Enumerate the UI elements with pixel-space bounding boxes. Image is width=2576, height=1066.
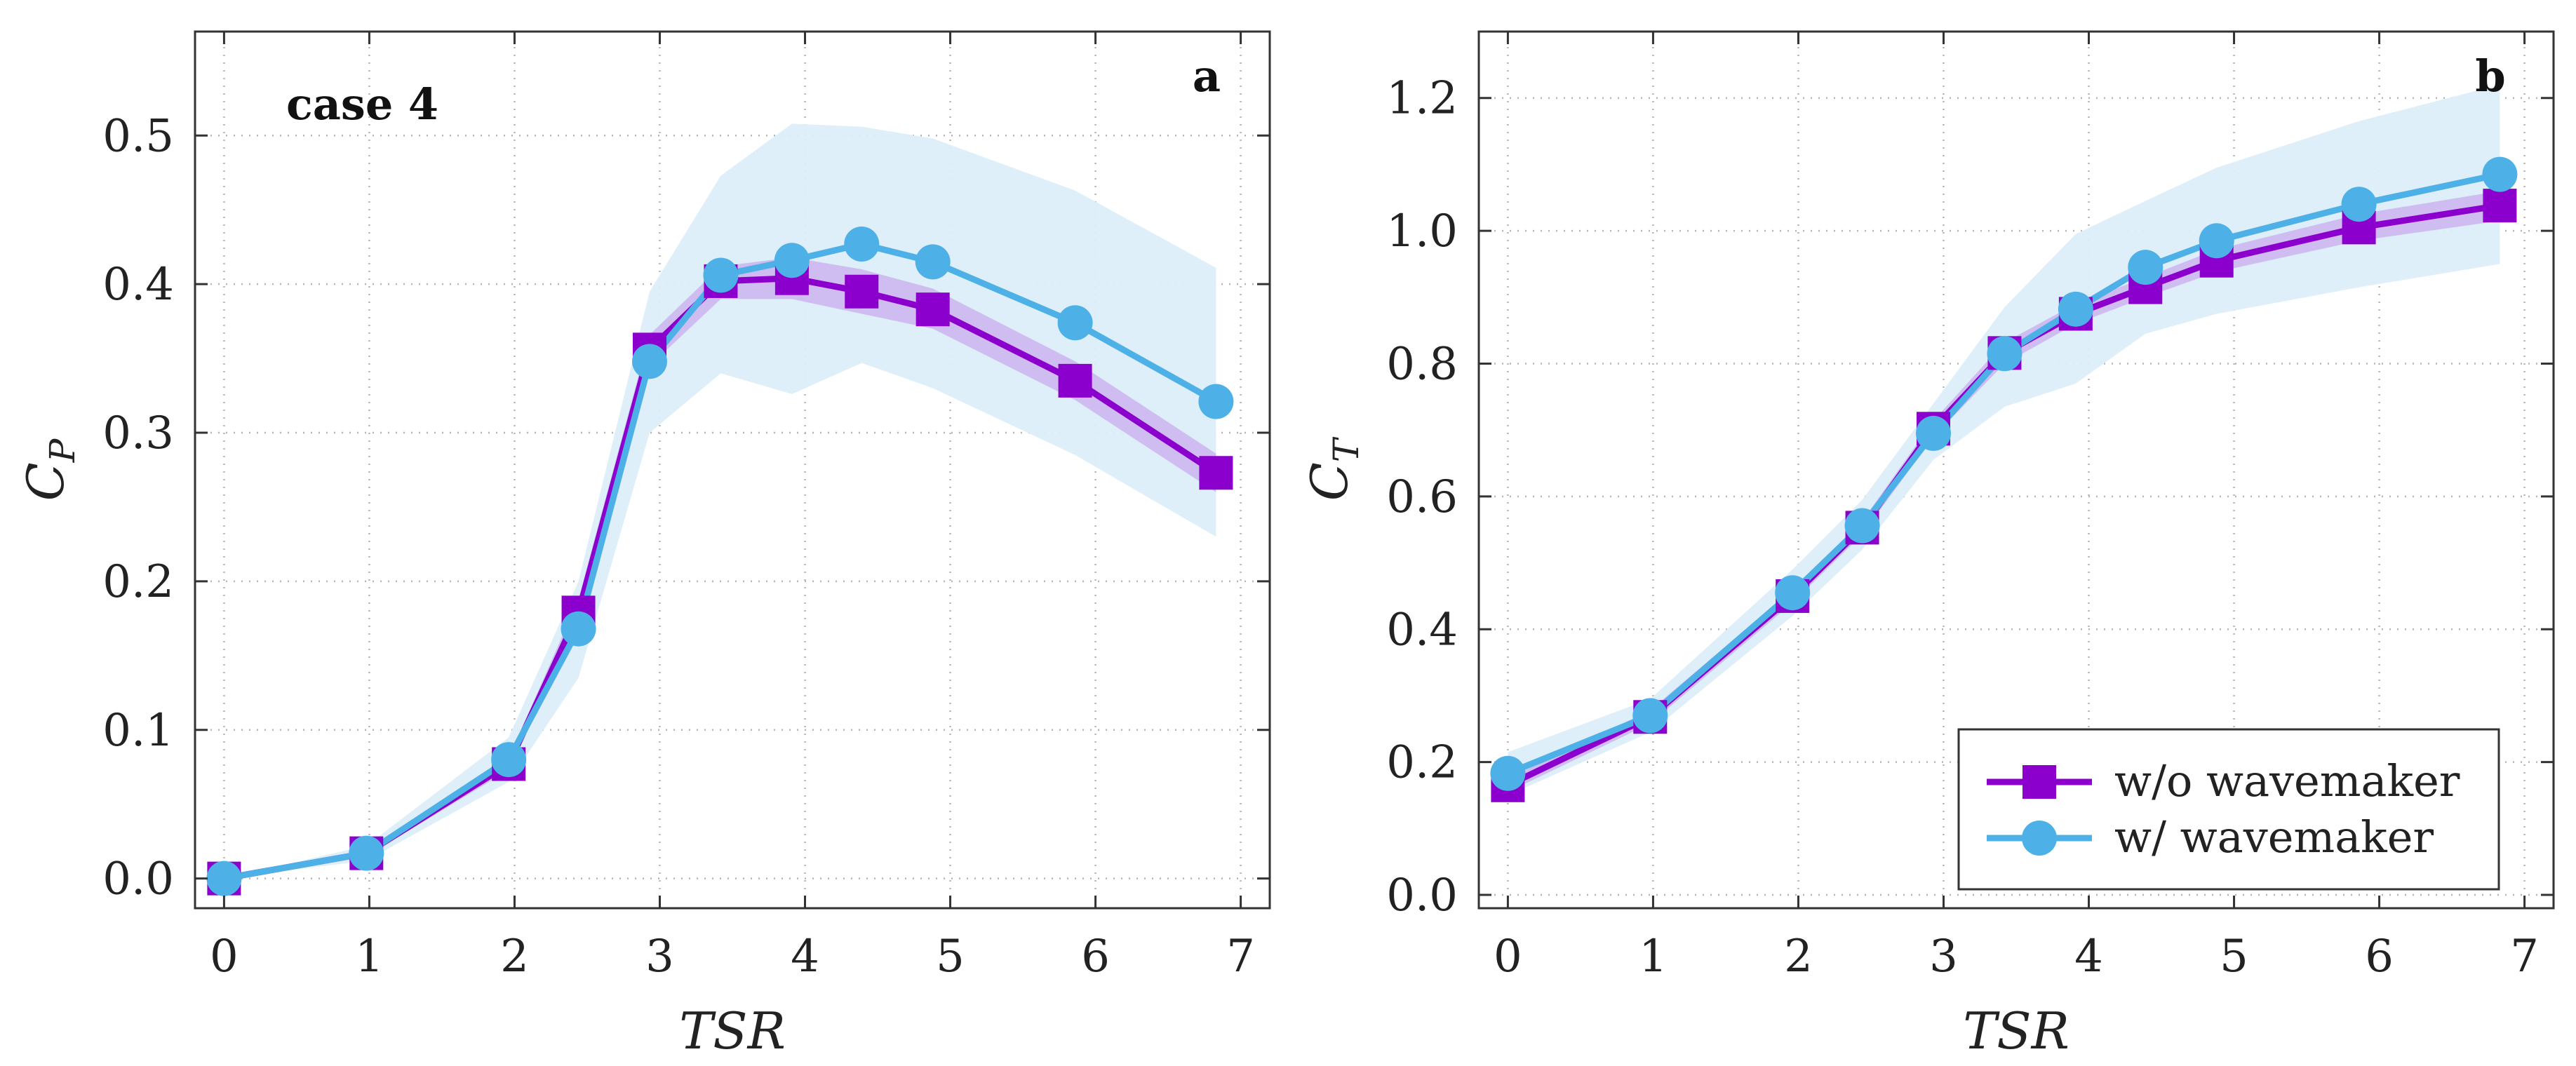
x-tick-label: 5 — [2220, 931, 2248, 983]
marker-circle-w-wavemaker — [631, 344, 667, 379]
panel-letter: a — [1193, 50, 1221, 102]
y-tick-label: 0.1 — [102, 705, 174, 757]
marker-circle-w-wavemaker — [1198, 384, 1234, 419]
y-axis-label-main: C — [1300, 462, 1359, 501]
marker-circle-w-wavemaker — [491, 742, 527, 778]
x-tick-label: 7 — [2510, 931, 2539, 983]
marker-square-wo-wavemaker — [1199, 456, 1233, 490]
y-tick-label: 0.5 — [102, 110, 174, 162]
marker-circle-w-wavemaker — [1775, 575, 1811, 611]
y-tick-label: 0.2 — [102, 556, 174, 608]
x-tick-label: 7 — [1226, 931, 1255, 983]
y-tick-label: 0.2 — [1386, 737, 1458, 789]
x-tick-label: 0 — [1494, 931, 1522, 983]
marker-circle-w-wavemaker — [349, 835, 384, 871]
legend-box — [1957, 728, 2500, 891]
x-tick-label: 6 — [1081, 931, 1110, 983]
marker-circle-w-wavemaker — [774, 243, 810, 278]
marker-circle-w-wavemaker — [2482, 156, 2518, 192]
marker-circle-w-wavemaker — [1490, 755, 1526, 791]
x-tick-label: 3 — [1929, 931, 1958, 983]
y-axis-label-subscript: P — [42, 438, 83, 463]
marker-circle-w-wavemaker — [2128, 250, 2164, 285]
band-w-wavemaker — [224, 123, 1216, 879]
y-tick-label: 0.0 — [102, 854, 174, 905]
y-tick-label: 1.2 — [1386, 73, 1458, 125]
x-axis-label: TSR — [679, 1001, 786, 1060]
y-axis-label: CT — [1300, 436, 1367, 501]
marker-square-wo-wavemaker — [915, 292, 950, 327]
case-annotation: case 4 — [286, 79, 438, 130]
y-tick-label: 0.3 — [102, 407, 174, 459]
panel-letter: b — [2475, 50, 2505, 102]
marker-circle-w-wavemaker — [1632, 698, 1668, 734]
x-tick-label: 2 — [500, 931, 529, 983]
y-tick-label: 0.6 — [1386, 471, 1458, 523]
marker-circle-w-wavemaker — [915, 244, 951, 280]
x-tick-label: 3 — [645, 931, 674, 983]
y-tick-label: 0.4 — [102, 259, 174, 311]
axes-frame — [1477, 30, 2555, 910]
x-axis-label: TSR — [1963, 1001, 2069, 1060]
marker-square-wo-wavemaker — [845, 274, 879, 309]
x-tick-label: 6 — [2365, 931, 2394, 983]
y-tick-label: 0.4 — [1386, 604, 1458, 656]
marker-circle-w-wavemaker — [1057, 305, 1093, 341]
marker-circle-w-wavemaker — [206, 861, 242, 896]
y-tick-label: 0.0 — [1386, 870, 1458, 922]
legend-marker-square — [2022, 765, 2056, 799]
marker-circle-w-wavemaker — [1987, 336, 2022, 372]
x-tick-label: 0 — [210, 931, 239, 983]
y-tick-label: 0.8 — [1386, 338, 1458, 390]
x-tick-label: 5 — [936, 931, 965, 983]
y-axis-label: CP — [16, 438, 83, 501]
y-axis-label-subscript: T — [1326, 436, 1367, 462]
marker-circle-w-wavemaker — [844, 226, 880, 262]
marker-circle-w-wavemaker — [2058, 291, 2093, 327]
marker-circle-w-wavemaker — [1915, 415, 1951, 451]
marker-circle-w-wavemaker — [703, 257, 739, 293]
x-tick-label: 2 — [1784, 931, 1813, 983]
x-tick-label: 1 — [355, 931, 384, 983]
marker-square-wo-wavemaker — [2483, 189, 2517, 223]
marker-circle-w-wavemaker — [1844, 508, 1880, 544]
x-tick-label: 1 — [1639, 931, 1668, 983]
marker-circle-w-wavemaker — [2199, 223, 2234, 259]
x-tick-label: 4 — [2074, 931, 2103, 983]
y-axis-label-main: C — [16, 462, 75, 501]
legend-label: w/o wavemaker — [2114, 755, 2460, 807]
x-tick-label: 4 — [791, 931, 819, 983]
y-tick-label: 1.0 — [1386, 205, 1458, 257]
axes-frame — [194, 30, 1271, 910]
marker-square-wo-wavemaker — [1058, 363, 1092, 398]
legend-label: w/ wavemaker — [2114, 811, 2434, 863]
marker-circle-w-wavemaker — [2341, 187, 2377, 222]
legend-marker-circle — [2022, 821, 2057, 856]
marker-circle-w-wavemaker — [561, 611, 596, 647]
